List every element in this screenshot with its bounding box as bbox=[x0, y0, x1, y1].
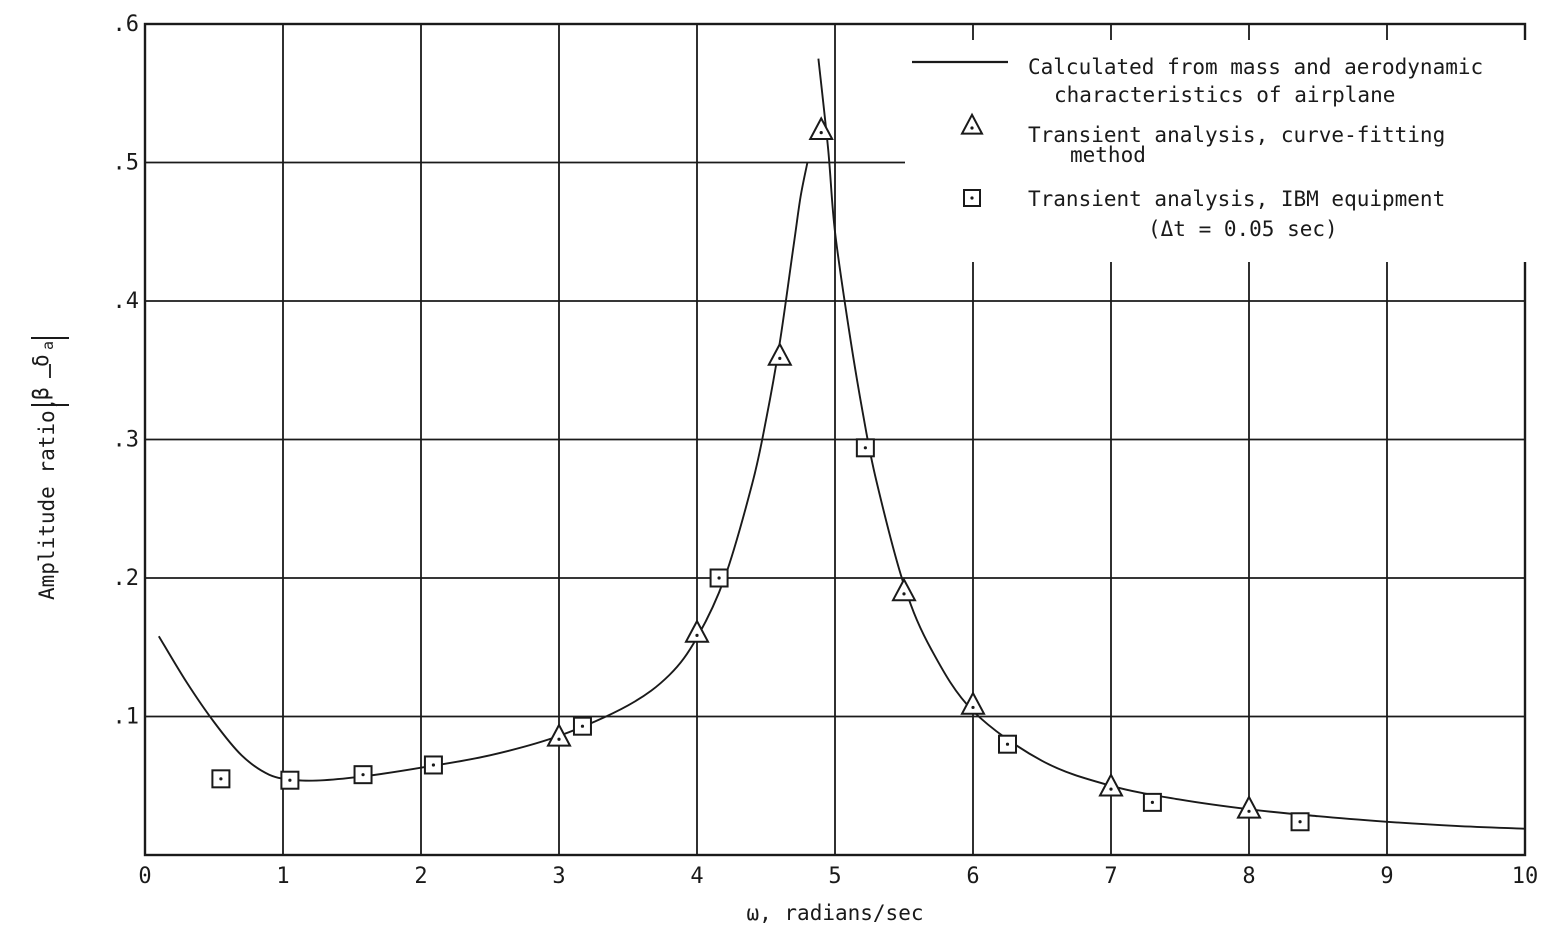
triangle-center-dot bbox=[970, 126, 974, 130]
x-tick-label: 1 bbox=[276, 864, 289, 889]
legend-triangle-icon bbox=[960, 112, 984, 135]
square-center-dot bbox=[580, 724, 585, 728]
triangle-outline bbox=[684, 618, 710, 643]
y-tick-label: .5 bbox=[113, 151, 140, 176]
triangle-center-dot bbox=[1109, 787, 1113, 791]
legend-label-curve-fitting-line2: method bbox=[1070, 143, 1146, 167]
square-center-dot bbox=[219, 777, 223, 781]
square-marker bbox=[211, 769, 231, 789]
x-tick-label: 6 bbox=[966, 864, 979, 889]
x-tick-label: 3 bbox=[552, 864, 565, 889]
data-markers bbox=[211, 116, 1310, 832]
y-axis-ratio-numerator: β bbox=[29, 387, 53, 400]
x-tick-label: 0 bbox=[138, 864, 151, 889]
square-center-dot bbox=[970, 196, 974, 200]
square-marker bbox=[423, 755, 443, 775]
square-center-dot bbox=[288, 778, 292, 782]
x-tick-label: 4 bbox=[690, 864, 703, 889]
triangle-outline bbox=[1098, 772, 1124, 797]
tick-labels: 0 1 2 3 4 5 6 7 8 9 10 .1 .2 .3 .4 .5 .6 bbox=[113, 12, 1539, 889]
y-axis-ratio-denominator: δ bbox=[29, 354, 53, 367]
plot-border bbox=[143, 22, 1527, 857]
x-tick-label: 2 bbox=[414, 864, 427, 889]
triangle-center-dot bbox=[778, 356, 782, 360]
triangle-center-dot bbox=[557, 737, 561, 741]
square-marker bbox=[1142, 792, 1162, 812]
x-tick-label: 5 bbox=[828, 864, 841, 889]
square-marker bbox=[998, 734, 1017, 754]
square-center-dot bbox=[1298, 820, 1302, 824]
square-center-dot bbox=[431, 763, 436, 767]
y-axis-title: Amplitude ratio, β δ a bbox=[29, 337, 69, 600]
square-marker bbox=[709, 568, 729, 588]
y-tick-label: .6 bbox=[113, 12, 140, 37]
square-marker bbox=[855, 438, 875, 458]
legend-label-calculated-line2: characteristics of airplane bbox=[1054, 83, 1395, 107]
triangle-marker bbox=[767, 341, 793, 366]
legend-triangle-shape bbox=[960, 112, 984, 135]
square-center-dot bbox=[717, 576, 721, 580]
triangle-center-dot bbox=[971, 705, 975, 710]
legend-square-icon bbox=[963, 189, 981, 207]
square-center-dot bbox=[1005, 742, 1010, 746]
triangle-outline bbox=[808, 116, 834, 140]
y-tick-label: .3 bbox=[113, 428, 140, 453]
triangle-center-dot bbox=[902, 592, 906, 596]
legend-label-ibm-line2: (Δt = 0.05 sec) bbox=[1148, 217, 1338, 241]
triangle-outline bbox=[960, 690, 986, 715]
x-tick-label: 10 bbox=[1512, 864, 1539, 889]
legend-backdrop bbox=[905, 40, 1545, 262]
square-marker bbox=[353, 765, 373, 785]
triangle-outline bbox=[546, 722, 572, 747]
x-tick-label: 8 bbox=[1242, 864, 1255, 889]
triangle-outline bbox=[767, 341, 793, 366]
triangle-outline bbox=[1236, 794, 1262, 819]
x-axis-title: ω, radians/sec bbox=[746, 901, 923, 925]
triangle-marker bbox=[1236, 794, 1262, 819]
legend-square-shape bbox=[963, 189, 981, 207]
triangle-center-dot bbox=[819, 131, 823, 135]
triangle-center-dot bbox=[695, 633, 699, 638]
triangle-center-dot bbox=[1247, 809, 1251, 813]
triangle-marker bbox=[891, 577, 917, 602]
square-marker bbox=[280, 770, 300, 790]
square-center-dot bbox=[1150, 800, 1154, 804]
triangle-marker bbox=[808, 116, 834, 140]
triangle-outline bbox=[960, 112, 984, 135]
square-center-dot bbox=[863, 446, 867, 450]
plot-frame bbox=[143, 22, 1527, 857]
square-marker bbox=[572, 716, 592, 736]
legend-label-ibm-line1: Transient analysis, IBM equipment bbox=[1028, 187, 1445, 211]
square-marker bbox=[1290, 812, 1310, 832]
curve-series-1 bbox=[817, 58, 1526, 830]
x-tick-label: 7 bbox=[1104, 864, 1117, 889]
triangle-marker bbox=[1098, 772, 1124, 797]
y-axis-ratio-subscript: a bbox=[39, 341, 57, 350]
triangle-marker bbox=[960, 690, 986, 715]
y-tick-label: .2 bbox=[113, 566, 140, 591]
x-tick-label: 9 bbox=[1380, 864, 1393, 889]
y-tick-label: .4 bbox=[113, 289, 140, 314]
legend: Calculated from mass and aerodynamic cha… bbox=[912, 55, 1483, 241]
y-tick-label: .1 bbox=[113, 705, 140, 730]
triangle-marker bbox=[684, 618, 710, 643]
legend-label-curve-fitting-line1: Transient analysis, curve-fitting bbox=[1028, 123, 1445, 147]
triangle-marker bbox=[546, 722, 572, 747]
y-axis-title-text: Amplitude ratio, bbox=[35, 398, 59, 600]
triangle-outline bbox=[891, 577, 917, 602]
square-center-dot bbox=[361, 773, 365, 777]
legend-label-calculated-line1: Calculated from mass and aerodynamic bbox=[1028, 55, 1483, 79]
